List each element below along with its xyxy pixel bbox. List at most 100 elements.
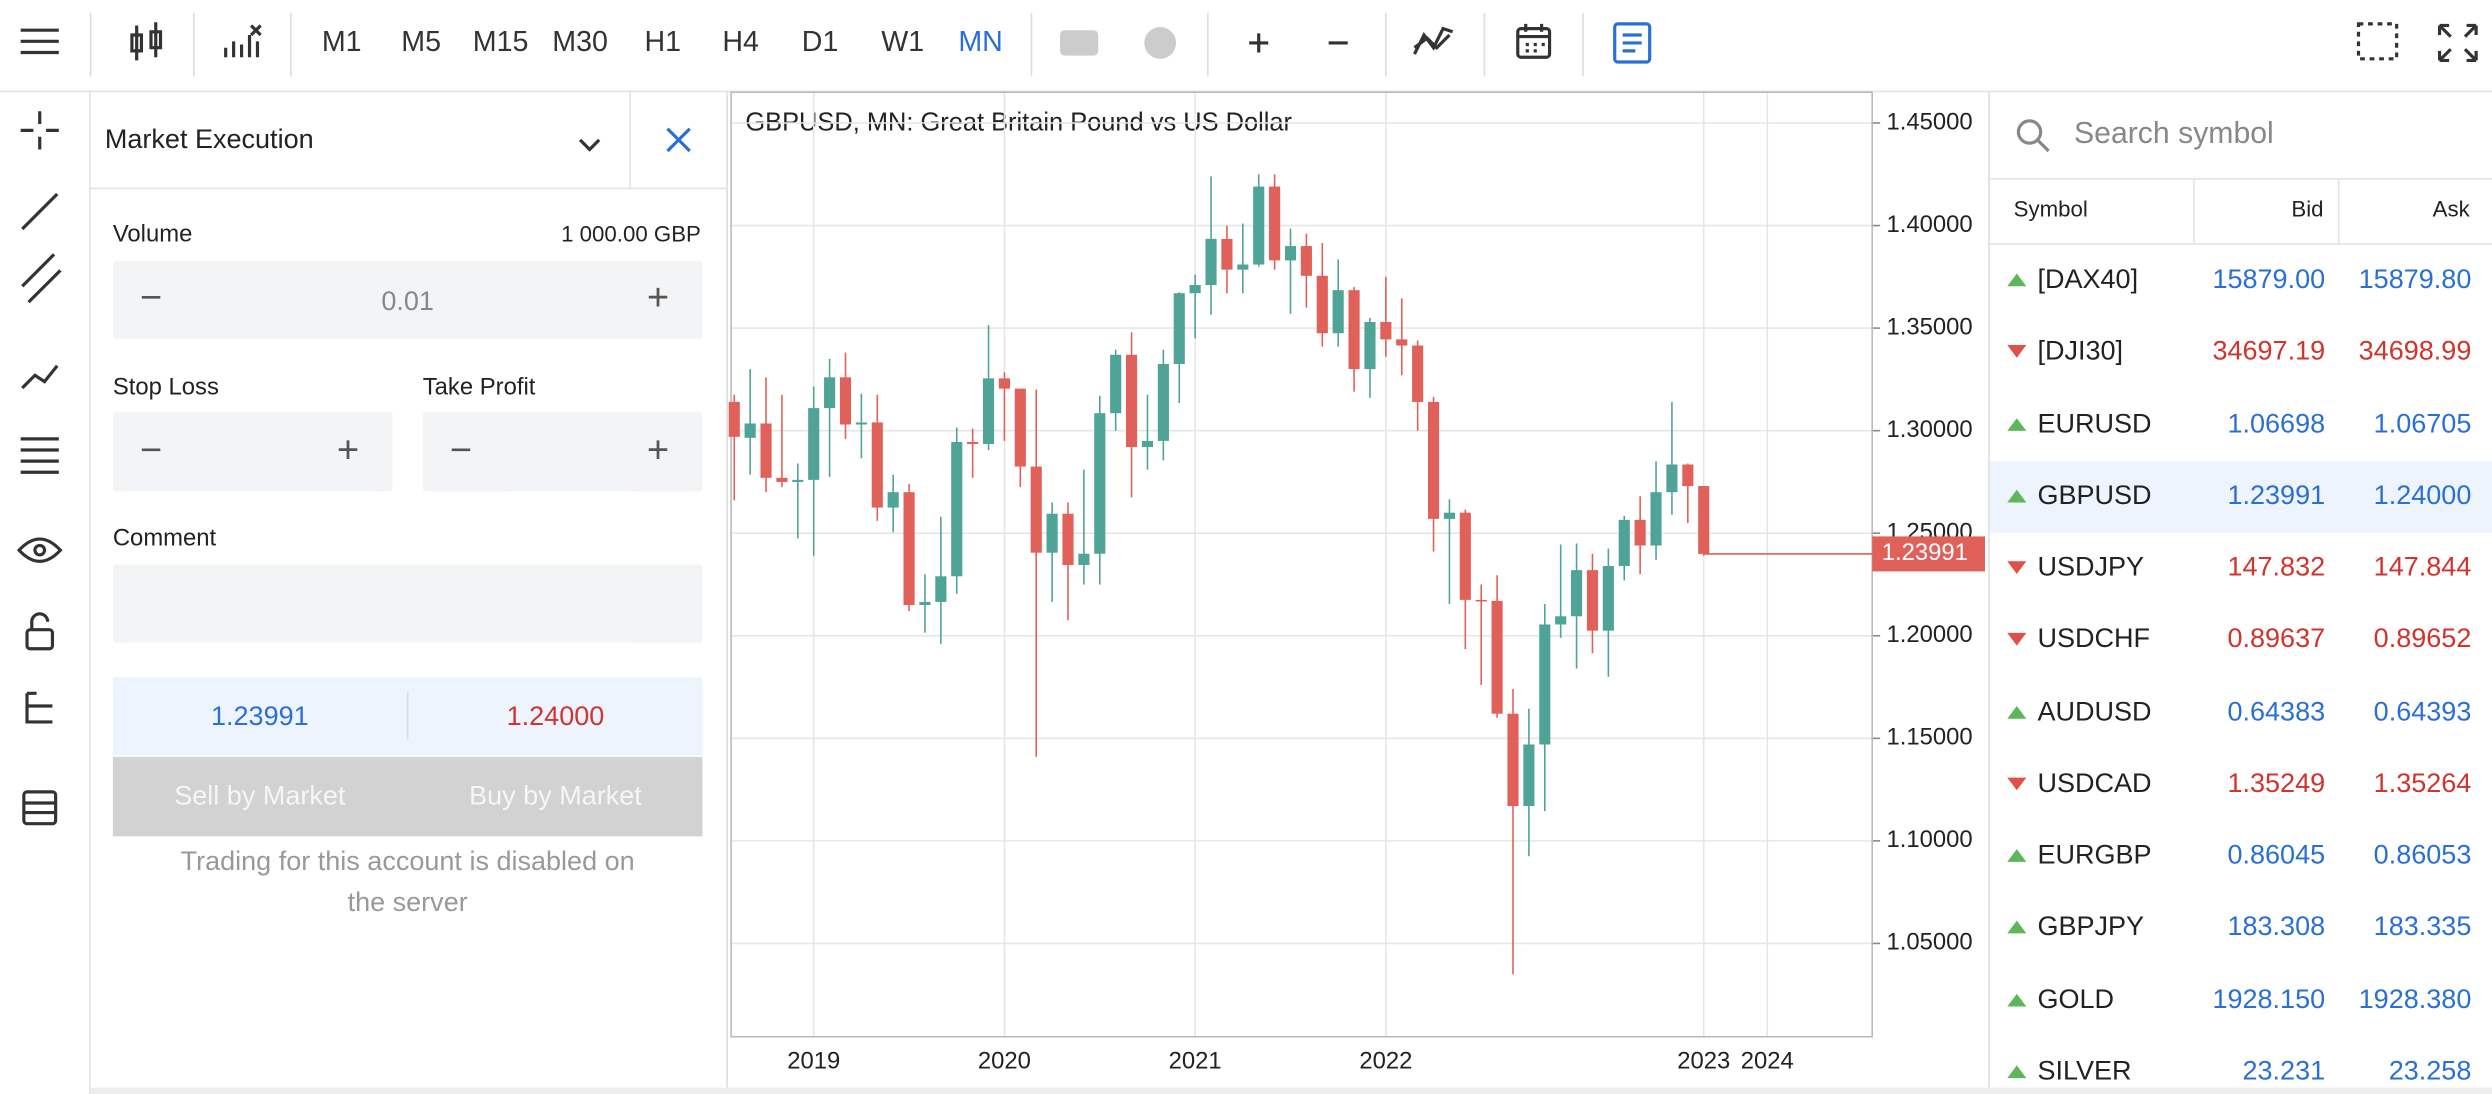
candle-body bbox=[1427, 401, 1440, 519]
ask-price: 1.35264 bbox=[2373, 767, 2472, 798]
symbol-row[interactable]: GBPUSD 1.23991 1.24000 bbox=[1989, 460, 2492, 533]
calendar-icon[interactable] bbox=[1516, 27, 1552, 59]
search-placeholder: Search symbol bbox=[2074, 117, 2274, 152]
order-type[interactable]: Market Execution bbox=[104, 124, 314, 155]
candle-body bbox=[1539, 624, 1551, 745]
candle-body bbox=[903, 492, 915, 606]
direction-arrow bbox=[2007, 1064, 2027, 1078]
direction-arrow bbox=[2007, 417, 2027, 431]
candle-body bbox=[1141, 440, 1154, 448]
symbol-name: GBPJPY bbox=[2037, 911, 2145, 942]
tools-bar bbox=[0, 92, 91, 1094]
x-tick-label: 2019 bbox=[787, 1047, 840, 1074]
delete-tool[interactable] bbox=[22, 790, 58, 826]
direction-arrow bbox=[2007, 777, 2027, 790]
timeframe-button[interactable]: MN bbox=[958, 25, 1003, 58]
candle-body bbox=[1459, 512, 1471, 600]
symbol-row[interactable]: [DAX40] 15879.00 15879.80 bbox=[1990, 245, 2492, 317]
symbol-row[interactable]: EURUSD 1.06698 1.06705 bbox=[1990, 389, 2492, 461]
symbol-row[interactable]: USDJPY 147.832 147.844 bbox=[1990, 533, 2492, 605]
chart: GBPUSD, MN: Great Britain Pound vs US Do… bbox=[728, 91, 1986, 1075]
symbol-row[interactable]: EURGBP 0.86045 0.86053 bbox=[1990, 821, 2492, 893]
timeframe-button[interactable]: H1 bbox=[644, 25, 682, 58]
candle-body bbox=[824, 377, 836, 409]
objects-icon[interactable] bbox=[1413, 26, 1454, 55]
lock-tool[interactable] bbox=[25, 628, 55, 651]
ask-price: 0.64393 bbox=[2373, 695, 2472, 726]
symbol-name: [DJI30] bbox=[2037, 335, 2124, 367]
candle-body bbox=[967, 441, 979, 444]
candle-body bbox=[1332, 290, 1344, 334]
candle-body bbox=[1666, 464, 1678, 493]
symbol-name: USDJPY bbox=[2037, 551, 2145, 582]
timeframe-button[interactable]: M30 bbox=[552, 25, 608, 58]
symbol-row[interactable]: USDCAD 1.35249 1.35264 bbox=[1990, 749, 2492, 821]
candle-body bbox=[935, 576, 947, 602]
hide-tool[interactable] bbox=[16, 537, 63, 563]
timeframe-button[interactable]: M1 bbox=[321, 25, 362, 58]
screenshot-icon[interactable] bbox=[2356, 22, 2399, 61]
order-header bbox=[90, 92, 727, 190]
zoom-in-icon[interactable] bbox=[1249, 33, 1269, 53]
menu-icon[interactable] bbox=[20, 28, 59, 55]
candle-body bbox=[1507, 713, 1519, 807]
candle-body bbox=[808, 408, 820, 480]
candle-body bbox=[1316, 275, 1328, 334]
stop-loss-input[interactable] bbox=[112, 411, 393, 492]
fullscreen-icon[interactable] bbox=[2437, 23, 2478, 63]
x-tick-label: 2022 bbox=[1359, 1047, 1412, 1074]
close-icon[interactable] bbox=[663, 124, 695, 156]
timeframe-button[interactable]: M5 bbox=[401, 25, 442, 58]
timeframe-button[interactable]: H4 bbox=[722, 25, 759, 58]
candle-body bbox=[887, 492, 899, 508]
candle-body bbox=[792, 479, 804, 482]
candle-body bbox=[1618, 519, 1630, 567]
line-tool[interactable] bbox=[21, 192, 59, 231]
symbol-row[interactable]: USDCHF 0.89637 0.89652 bbox=[1990, 605, 2492, 677]
candle-body bbox=[1269, 186, 1281, 261]
bid-price: 15879.00 bbox=[2212, 263, 2326, 295]
candle-body bbox=[1443, 512, 1455, 519]
tree-tool[interactable] bbox=[25, 691, 53, 724]
search-icon bbox=[2016, 119, 2050, 153]
candle-body bbox=[1300, 246, 1312, 276]
volume-input[interactable] bbox=[112, 260, 703, 339]
candle-body bbox=[728, 401, 740, 437]
symbol-row[interactable]: SILVER 23.231 23.258 bbox=[1990, 1036, 2492, 1094]
candle-body bbox=[982, 378, 995, 444]
depth-icon[interactable] bbox=[1613, 22, 1652, 64]
comment-input[interactable] bbox=[112, 564, 703, 643]
sell-button[interactable]: Sell by Market bbox=[174, 780, 346, 811]
candle-body bbox=[1555, 616, 1567, 625]
symbol-row[interactable]: [DJI30] 34697.19 34698.99 bbox=[1990, 317, 2492, 389]
candle-body bbox=[1475, 599, 1487, 602]
ask-price: 147.844 bbox=[2373, 551, 2472, 582]
symbol-row[interactable]: GOLD 1928.150 1928.380 bbox=[1990, 964, 2492, 1036]
symbol-name: EURGBP bbox=[2037, 839, 2152, 870]
symbol-name: EURUSD bbox=[2037, 407, 2152, 439]
candle-body bbox=[1396, 339, 1408, 346]
bid-price: 23.231 bbox=[2242, 1055, 2326, 1086]
bid-price: 147.832 bbox=[2227, 551, 2326, 582]
timeframe-button[interactable]: M15 bbox=[472, 25, 529, 58]
direction-arrow bbox=[2007, 849, 2027, 862]
search-box[interactable] bbox=[1989, 92, 2492, 180]
timeframe-button[interactable]: W1 bbox=[881, 25, 925, 58]
symbol-row[interactable]: GBPJPY 183.308 183.335 bbox=[1990, 892, 2492, 964]
channel-tool[interactable] bbox=[21, 253, 62, 304]
symbol-name: SILVER bbox=[2037, 1055, 2132, 1086]
crosshair-tool[interactable] bbox=[20, 111, 59, 150]
fibo-tool[interactable] bbox=[20, 437, 59, 474]
chart-type-icon[interactable] bbox=[130, 22, 163, 61]
indicators-icon[interactable] bbox=[224, 24, 262, 58]
bid-price: 0.64383 bbox=[2227, 695, 2326, 726]
shapes-tool[interactable] bbox=[21, 364, 59, 390]
candle-body bbox=[1094, 413, 1106, 554]
direction-arrow bbox=[2007, 345, 2027, 359]
buy-button[interactable]: Buy by Market bbox=[469, 780, 642, 811]
timeframe-button[interactable]: D1 bbox=[801, 25, 839, 58]
symbol-row[interactable]: AUDUSD 0.64383 0.64393 bbox=[1990, 677, 2492, 749]
take-profit-input[interactable] bbox=[422, 411, 703, 492]
dropdown-icon[interactable] bbox=[574, 127, 606, 159]
